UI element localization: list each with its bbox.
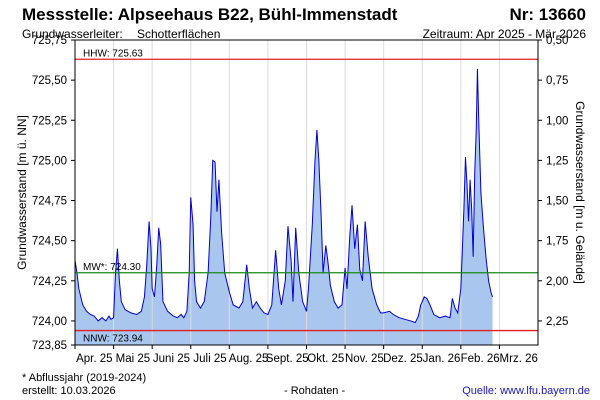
aquifer-label: Grundwasserleiter:	[22, 27, 123, 41]
x-tick-label: Feb. 26	[461, 353, 500, 365]
station-title: Messstelle: Alpseehaus B22, Bühl-Immenst…	[22, 5, 398, 24]
x-tick-label: Apr. 25	[76, 353, 112, 365]
y2-tick-label: 2,25	[546, 316, 568, 328]
water-level-line	[74, 68, 493, 324]
reference-line-label: HHW: 725.63	[83, 48, 143, 59]
source-link[interactable]: Quelle: www.lfu.bayern.de	[462, 385, 590, 397]
period-label: Zeitraum: Apr 2025 - Mär 2026	[422, 27, 586, 41]
y2-tick-label: 2,00	[546, 276, 568, 288]
y-tick-label: 725,75	[32, 35, 67, 47]
station-number: Nr: 13660	[509, 5, 586, 24]
y2-tick-label: 1,25	[546, 155, 568, 167]
x-tick-label: Nov. 25	[345, 353, 384, 365]
y2-tick-label: 0,75	[546, 75, 568, 87]
x-tick-label: Dez. 25	[383, 353, 423, 365]
aquifer-value: Schotterflächen	[137, 27, 221, 41]
y-tick-label: 723,85	[32, 340, 67, 352]
x-tick-label: Okt. 25	[307, 353, 344, 365]
x-tick-label: Juli 25	[193, 353, 226, 365]
y-tick-label: 724,50	[32, 236, 67, 248]
y-tick-label: 724,75	[32, 196, 67, 208]
water-level-area	[75, 68, 493, 345]
reference-line-label: MW*: 724.30	[83, 262, 141, 273]
created-date: erstellt: 10.03.2026	[22, 385, 116, 397]
x-tick-label: Jan. 26	[423, 353, 461, 365]
footnote-abflussjahr: * Abflussjahr (2019-2024)	[22, 372, 147, 384]
data-kind-label: - Rohdaten -	[284, 385, 346, 397]
x-tick-label: Mai 25	[116, 353, 151, 365]
y2-tick-label: 1,75	[546, 236, 568, 248]
reference-line-label: NNW: 723.94	[83, 334, 143, 345]
y2-tick-label: 0,50	[546, 35, 568, 47]
x-tick-label: Sept. 25	[266, 353, 309, 365]
y-tick-label: 725,25	[32, 115, 67, 127]
y-tick-label: 724,25	[32, 276, 67, 288]
y-tick-label: 725,00	[32, 155, 67, 167]
x-tick-label: Mrz. 26	[500, 353, 538, 365]
y-tick-label: 724,00	[32, 316, 67, 328]
x-tick-label: Aug. 25	[229, 353, 269, 365]
y-axis-title: Grundwasserstand [m ü. NN]	[15, 115, 29, 270]
x-tick-label: Juni 25	[153, 353, 190, 365]
y2-tick-label: 1,50	[546, 196, 568, 208]
y2-axis-title: Grundwasserstand [m u. Gelände]	[573, 101, 587, 284]
y2-tick-label: 1,00	[546, 115, 568, 127]
y-tick-label: 725,50	[32, 75, 67, 87]
